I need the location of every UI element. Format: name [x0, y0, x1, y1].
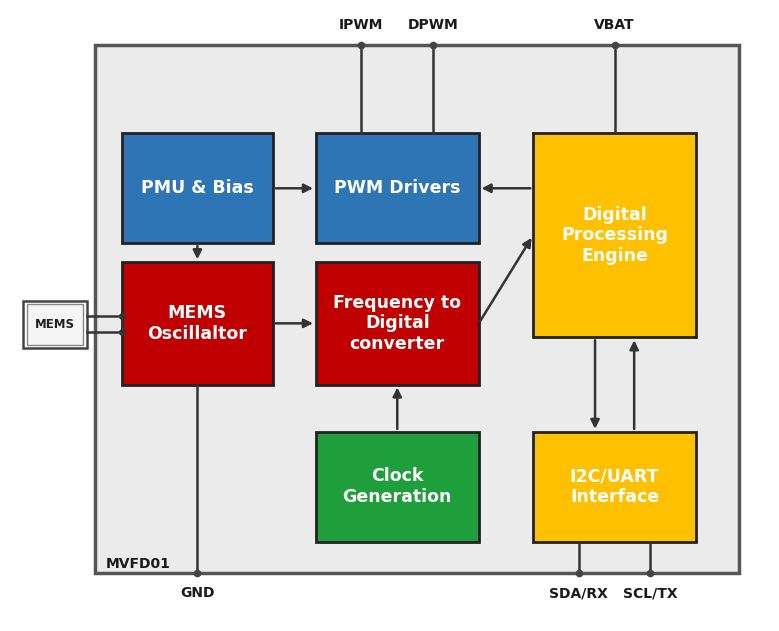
Text: MVFD01: MVFD01: [106, 557, 171, 570]
Text: Digital
Processing
Engine: Digital Processing Engine: [561, 206, 668, 265]
Text: Clock
Generation: Clock Generation: [343, 468, 452, 506]
FancyBboxPatch shape: [23, 301, 86, 348]
Text: MEMS: MEMS: [35, 318, 75, 331]
FancyBboxPatch shape: [533, 133, 696, 338]
Text: I2C/UART
Interface: I2C/UART Interface: [570, 468, 659, 506]
FancyBboxPatch shape: [315, 262, 479, 385]
Text: PMU & Bias: PMU & Bias: [141, 179, 254, 198]
Text: IPWM: IPWM: [339, 18, 383, 32]
Text: VBAT: VBAT: [594, 18, 635, 32]
Text: SDA/RX: SDA/RX: [549, 586, 608, 600]
Text: GND: GND: [180, 586, 215, 600]
Text: DPWM: DPWM: [407, 18, 459, 32]
Text: Frequency to
Digital
converter: Frequency to Digital converter: [333, 293, 461, 353]
FancyBboxPatch shape: [122, 262, 273, 385]
Text: PWM Drivers: PWM Drivers: [334, 179, 460, 198]
FancyBboxPatch shape: [533, 432, 696, 541]
FancyBboxPatch shape: [122, 133, 273, 244]
FancyBboxPatch shape: [315, 133, 479, 244]
FancyBboxPatch shape: [27, 304, 83, 345]
FancyBboxPatch shape: [94, 45, 738, 573]
Text: MEMS
Oscillaltor: MEMS Oscillaltor: [147, 304, 247, 343]
Text: SCL/TX: SCL/TX: [623, 586, 678, 600]
FancyBboxPatch shape: [315, 432, 479, 541]
